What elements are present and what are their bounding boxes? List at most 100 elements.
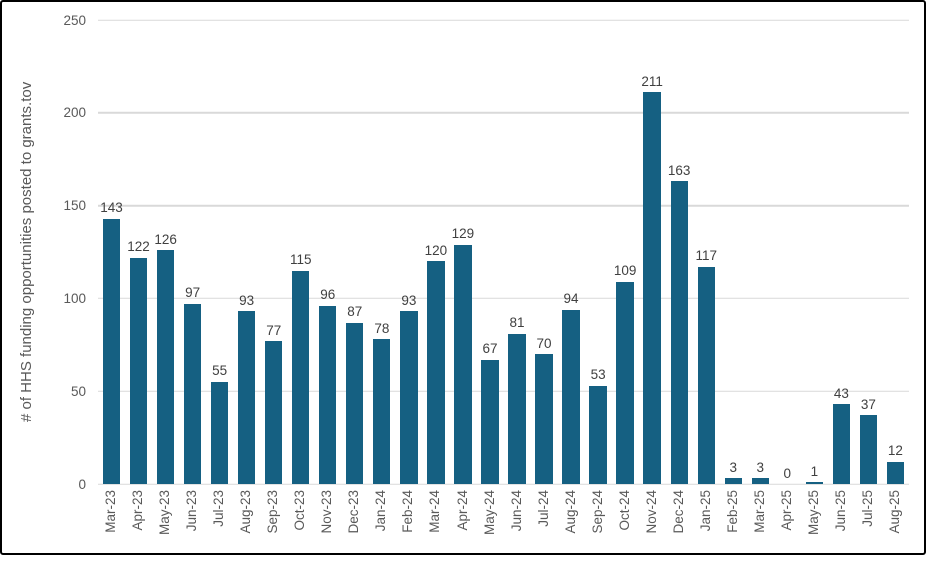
bar — [102, 218, 121, 484]
x-tick-label-text: Jun-24 — [508, 490, 524, 532]
x-tick-label: Aug-25 — [882, 490, 909, 534]
x-tick-label: Aug-23 — [233, 490, 260, 534]
bar-group: 1 — [801, 20, 828, 484]
x-tick-label-text: Feb-25 — [724, 490, 740, 533]
bar — [400, 311, 418, 484]
bar-group: 143 — [98, 20, 125, 484]
bar-value-label: 87 — [347, 304, 363, 320]
bar-group: 126 — [152, 20, 179, 484]
x-tick-label-text: Jun-23 — [184, 490, 200, 532]
x-tick-label: Feb-24 — [395, 490, 422, 533]
bar-group: 55 — [206, 20, 233, 484]
bar — [481, 359, 499, 484]
x-tick-label-text: Jul-25 — [859, 490, 875, 527]
x-tick-label: Oct-23 — [287, 490, 314, 531]
gridline — [98, 204, 909, 207]
bar-value-label: 81 — [509, 315, 525, 331]
x-tick-label: Dec-23 — [341, 490, 368, 534]
y-tick-label: 0 — [78, 476, 86, 492]
x-tick-label: Mar-23 — [98, 490, 125, 533]
x-tick-label: Sep-23 — [260, 490, 287, 534]
chart-frame: # of HHS funding opportunities posted to… — [0, 0, 926, 555]
x-tick-label: Jun-23 — [179, 490, 206, 531]
bar-value-label: 129 — [451, 226, 475, 242]
bar-value-label: 78 — [374, 320, 390, 336]
bar — [643, 92, 661, 484]
bar-value-label: 120 — [424, 242, 448, 258]
x-tick-label-text: Apr-24 — [454, 490, 470, 531]
x-tick-label: Apr-25 — [774, 490, 801, 531]
x-tick-label-text: Nov-24 — [643, 490, 659, 534]
bar-group: 12 — [882, 20, 909, 484]
bar — [454, 244, 472, 484]
bar-group: 81 — [503, 20, 530, 484]
bar — [265, 341, 283, 484]
x-tick-label-text: Apr-25 — [778, 490, 794, 531]
bar-group: 3 — [720, 20, 747, 484]
x-tick-label-text: Mar-23 — [103, 490, 119, 533]
bar-group: 129 — [449, 20, 476, 484]
x-tick-label: Sep-24 — [585, 490, 612, 534]
bar — [156, 250, 175, 484]
x-tick-label: Feb-25 — [720, 490, 747, 533]
bar — [697, 266, 715, 484]
bar-value-label: 94 — [563, 291, 579, 307]
x-tick-label-text: May-23 — [157, 490, 173, 536]
bar-group: 67 — [476, 20, 503, 484]
x-tick-label-text: May-25 — [805, 490, 821, 536]
bar-value-label: 97 — [185, 285, 201, 301]
bar-group: 115 — [287, 20, 314, 484]
y-axis-tick-labels: 0 50 100 150 200 250 — [2, 13, 86, 490]
x-tick-label: Jul-25 — [855, 490, 882, 527]
bar — [238, 311, 256, 484]
bar — [319, 305, 337, 484]
bar-value-label: 55 — [212, 363, 228, 379]
bar-group: 211 — [639, 20, 666, 484]
bar-value-label: 93 — [401, 292, 417, 308]
bar-value-label: 96 — [320, 287, 336, 303]
bar — [670, 181, 688, 484]
bar-group: 93 — [395, 20, 422, 484]
bar-group: 3 — [747, 20, 774, 484]
x-axis-tick-labels: Mar-23 Apr-23 May-23 Jun-23 Jul-23 Aug-23 Sep-… — [98, 490, 909, 552]
x-tick-label: Aug-24 — [558, 490, 585, 534]
y-tick-label: 200 — [63, 105, 86, 121]
bar — [562, 309, 580, 484]
bar-group: 96 — [314, 20, 341, 484]
bar — [832, 404, 850, 484]
x-tick-label-text: Jan-24 — [373, 490, 389, 532]
bar-value-label: 163 — [667, 162, 691, 178]
bar — [805, 482, 823, 484]
bar-value-label: 115 — [289, 252, 312, 268]
x-tick-label: Apr-24 — [449, 490, 476, 531]
x-tick-label-text: Nov-23 — [319, 490, 335, 534]
x-tick-label-text: Mar-25 — [751, 490, 767, 533]
bar-group: 94 — [558, 20, 585, 484]
x-tick-label: Jul-24 — [531, 490, 558, 527]
x-tick-label: Jun-24 — [503, 490, 530, 531]
bar-value-label: 77 — [266, 322, 282, 338]
bar-group: 97 — [179, 20, 206, 484]
x-tick-label: Nov-23 — [314, 490, 341, 534]
bar-group: 43 — [828, 20, 855, 484]
bar — [373, 339, 391, 484]
bar-value-label: 53 — [590, 367, 606, 383]
bar-group: 37 — [855, 20, 882, 484]
x-tick-label: Apr-23 — [125, 490, 152, 531]
bar — [535, 354, 553, 484]
gridline — [98, 390, 909, 392]
bar-group: 77 — [260, 20, 287, 484]
x-tick-label-text: Feb-24 — [400, 490, 416, 533]
x-tick-label-text: Jul-24 — [535, 490, 551, 527]
bar-value-label: 109 — [613, 263, 637, 279]
bar-group: 117 — [693, 20, 720, 484]
x-tick-label: Jun-25 — [828, 490, 855, 531]
bar — [886, 461, 905, 484]
y-tick-label: 100 — [63, 290, 86, 306]
x-tick-label-text: Dec-24 — [670, 490, 686, 534]
bar-group: 87 — [341, 20, 368, 484]
y-tick-label: 50 — [70, 383, 86, 399]
bar-group: 53 — [585, 20, 612, 484]
gridline — [98, 297, 909, 300]
bar — [346, 322, 364, 484]
